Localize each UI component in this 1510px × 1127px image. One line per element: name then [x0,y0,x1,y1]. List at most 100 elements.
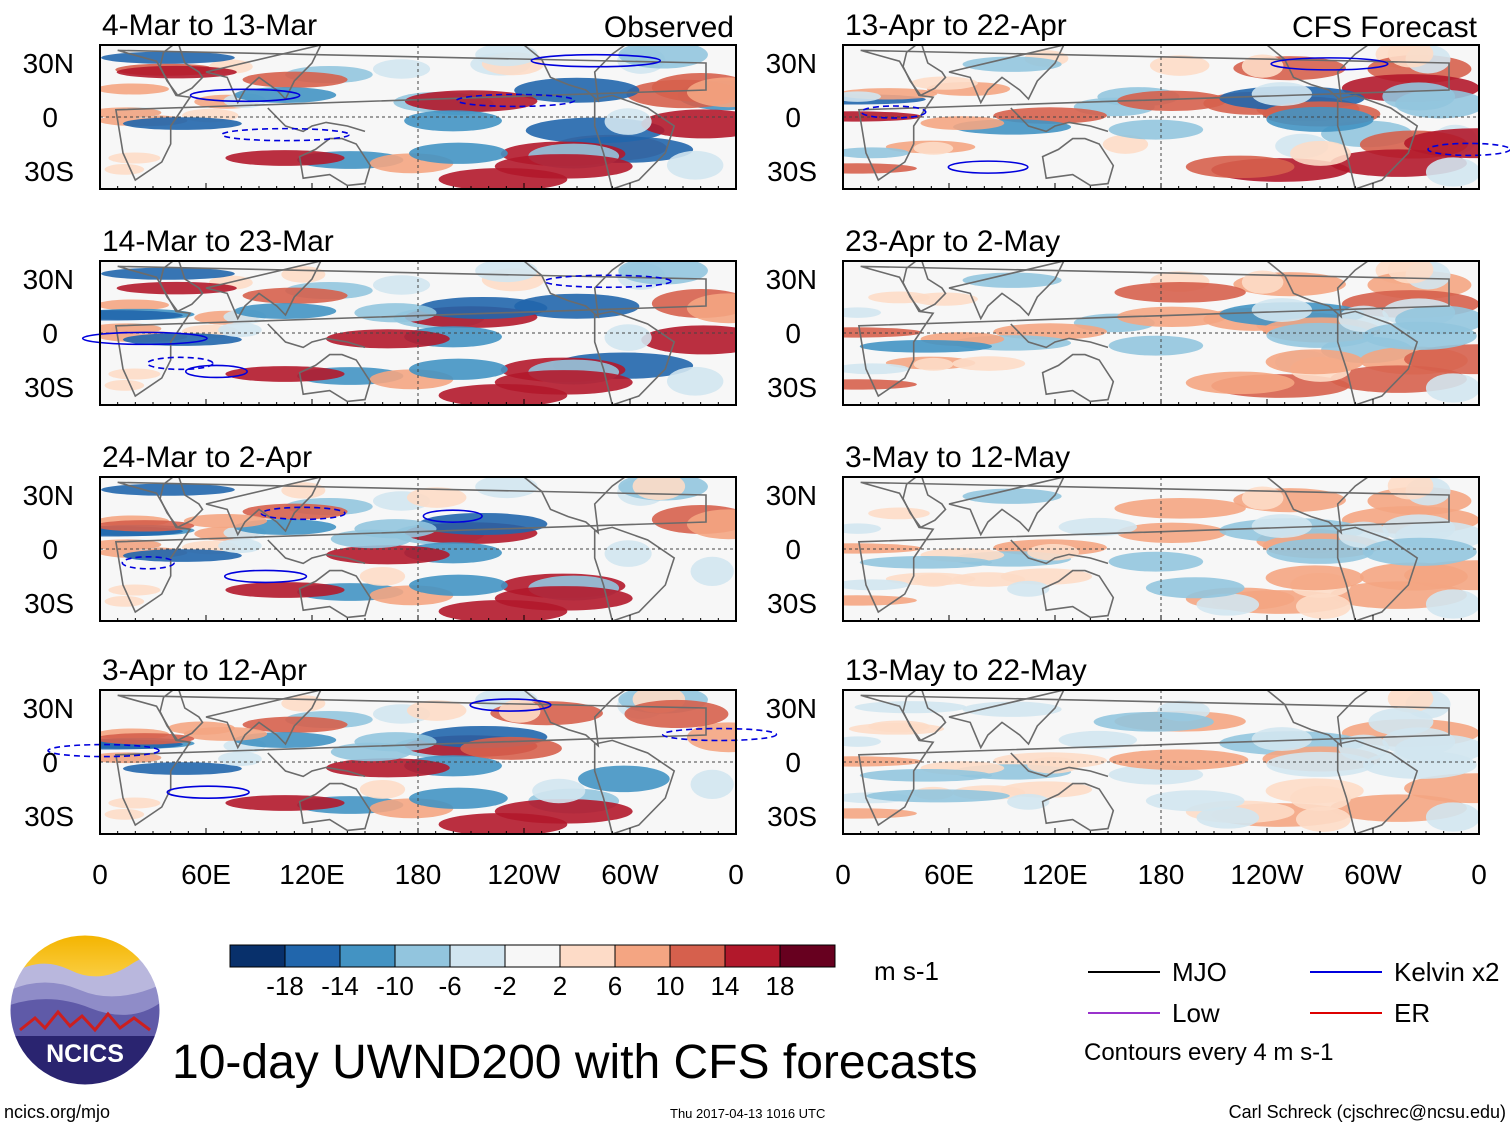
coastline [857,481,1450,614]
coastline [1336,526,1419,621]
coastline [298,353,372,403]
coastline [593,94,676,189]
anomaly-patch [116,65,237,79]
y-tick-label: 30S [24,156,74,187]
map-panel: 30N 0 30S 23-Apr to 2-May [766,225,1480,406]
coastlines [857,261,1450,405]
anomaly-patch [641,109,736,139]
wind-anomaly-field [843,261,1479,403]
kelvin-contour [47,743,160,758]
kelvin-contour [189,88,301,103]
kelvin-contour [860,105,927,119]
legend-entry: MJO [1088,957,1227,987]
anomaly-patch [866,789,1010,803]
kelvin-contour [455,93,576,108]
coastline [1041,569,1115,619]
anomaly-patch [843,91,882,102]
anomaly-patch [494,799,633,824]
anomaly-patch [1196,593,1260,616]
anomaly-patch [1290,140,1351,166]
coastline [159,261,204,313]
anomaly-patch [1362,321,1477,350]
coastline [1010,107,1109,133]
y-tick-label: 0 [42,534,58,565]
anomaly-patch [1145,790,1245,812]
anomaly-patch [218,322,262,338]
anomaly-patch [666,150,724,180]
y-tick-label: 0 [785,747,801,778]
author-credit: Carl Schreck (cjschrec@ncsu.edu) [1229,1102,1506,1122]
kelvin-contour [661,727,778,742]
y-tick-label: 30N [23,264,74,295]
anomaly-patch [854,701,967,714]
anomaly-patch [686,509,736,540]
x-axis: 0 60E 120E 180 120W 60W 0 [92,859,744,890]
y-tick-label: 30N [766,693,817,724]
anomaly-patch [859,769,993,782]
anomaly-patch [848,723,945,735]
coastline [205,690,322,750]
anomaly-patch [686,293,736,324]
anomaly-patch [1251,82,1313,106]
anomaly-patch [1266,538,1374,564]
anomaly-patch [962,56,1062,72]
anomaly-patch [325,545,450,565]
anomaly-patch [1387,261,1434,284]
colorbar-level-label: -18 [266,971,304,1001]
x-tick-label: 60W [1344,859,1402,890]
anomaly-patch [843,736,882,747]
y-tick-label: 30S [24,588,74,619]
coastline [1336,310,1419,405]
coastline [205,477,322,537]
coastline [593,526,676,621]
coastline [1265,261,1370,319]
kelvin-contour [469,698,552,712]
wind-anomaly-field [843,690,1479,832]
colorbar-level-label: -6 [438,971,461,1001]
anomaly-patch [962,701,1062,717]
anomaly-patch [108,584,161,596]
coastline [267,539,366,565]
map-panel: 30N 0 30S 3-May to 12-May [766,441,1480,622]
colorbar-swatch [449,944,506,968]
site-link[interactable]: ncics.org/mjo [4,1102,110,1122]
anomaly-patch [1114,282,1246,303]
anomaly-patch [1425,373,1479,403]
anomaly-patch [843,756,923,767]
anomaly-patch [913,573,954,587]
anomaly-patch [1058,517,1138,536]
anomaly-patch [1251,298,1313,322]
anomaly-patch [359,566,406,586]
kelvin-contour [260,506,346,521]
colorbar-swatch [669,944,726,968]
anomaly-patch [1362,537,1477,566]
anomaly-patch [1185,155,1295,179]
colorbar-swatch [779,944,836,968]
colorbar-swatch [559,944,616,968]
anomaly-patch [962,272,1062,288]
anomaly-patch [1362,750,1477,779]
coastline [114,49,707,182]
coastline [857,265,1450,398]
timestamp: Thu 2017-04-13 1016 UTC [670,1106,825,1121]
anomaly-patch [409,787,508,809]
x-tick-label: 180 [1138,859,1185,890]
anomaly-patch [494,370,633,395]
y-tick-label: 30N [23,693,74,724]
panel-date-label: 23-Apr to 2-May [845,225,1060,258]
anomaly-patch [1425,802,1479,832]
panel-date-label: 13-May to 22-May [845,654,1087,687]
anomaly-patch [1404,344,1479,375]
anomaly-patch [690,556,734,586]
anomaly-patch [1404,560,1479,591]
coastline [857,49,1450,182]
map-panel: 30N 0 30S 24-Mar to 2-Apr [23,441,737,622]
coastlines [114,261,707,405]
anomaly-patch [604,108,652,135]
anomaly-patch [1093,711,1214,732]
coastline [948,477,1065,537]
legend-label: Kelvin x2 [1394,957,1500,987]
anomaly-patch [418,512,548,535]
y-tick-label: 30N [766,264,817,295]
colorbar-level-label: 2 [553,971,567,1001]
